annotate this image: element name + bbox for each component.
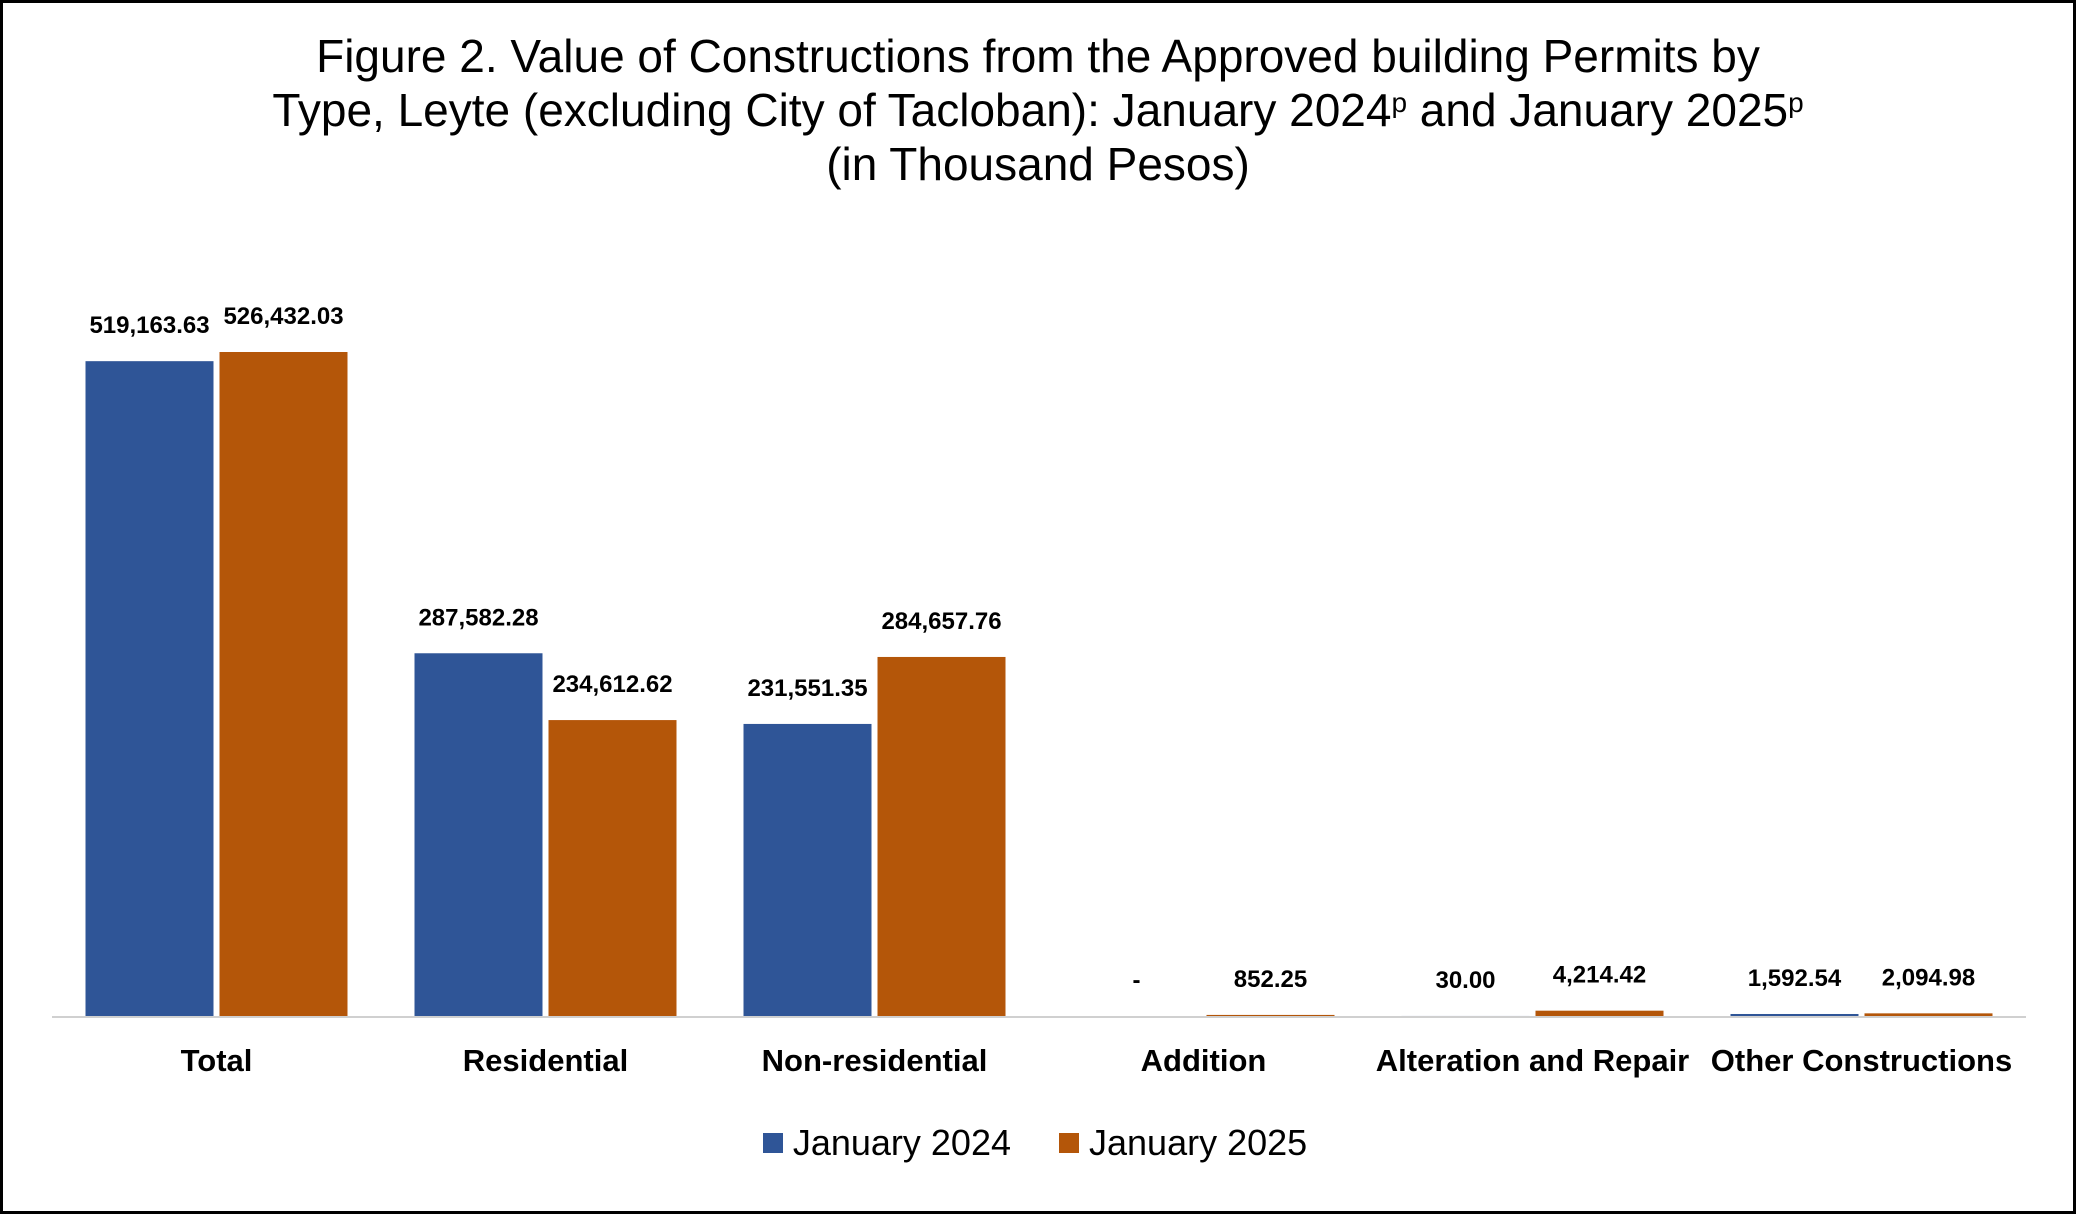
bar-other-constructions-january-2025 — [1864, 1013, 1993, 1016]
data-label-other-constructions-january-2024: 1,592.54 — [1748, 965, 1842, 992]
data-label-total-january-2025: 526,432.03 — [223, 303, 343, 330]
bar-other-constructions-january-2024 — [1730, 1013, 1859, 1016]
category-label-addition: Addition — [1141, 1043, 1267, 1078]
data-label-total-january-2024: 519,163.63 — [89, 312, 209, 339]
data-label-residential-january-2025: 234,612.62 — [552, 671, 672, 698]
chart-title-line-2-part-2: and January 2025 — [1407, 84, 1789, 136]
data-label-residential-january-2024: 287,582.28 — [418, 604, 538, 631]
data-label-alteration-and-repair-january-2024: 30.00 — [1435, 967, 1495, 994]
bar-total-january-2025 — [219, 352, 348, 1016]
bar-non-residential-january-2025 — [877, 656, 1006, 1016]
legend-label-january-2025: January 2025 — [1089, 1122, 1308, 1163]
data-label-non-residential-january-2025: 284,657.76 — [881, 608, 1001, 635]
legend-swatch-january-2025 — [1059, 1133, 1079, 1153]
bar-addition-january-2025 — [1206, 1014, 1335, 1016]
category-label-total: Total — [181, 1043, 253, 1078]
legend-item-january-2024: January 2024 — [762, 1122, 1011, 1164]
bar-non-residential-january-2024 — [743, 723, 872, 1016]
bar-alteration-and-repair-january-2025 — [1535, 1010, 1664, 1016]
legend-item-january-2025: January 2025 — [1059, 1122, 1307, 1164]
chart-title-superscript-1: p — [1391, 87, 1408, 118]
chart-title-superscript-2: p — [1788, 87, 1804, 118]
data-label-other-constructions-january-2025: 2,094.98 — [1882, 964, 1975, 991]
data-label-non-residential-january-2024: 231,551.35 — [747, 675, 867, 702]
category-label-residential: Residential — [463, 1043, 628, 1078]
data-label-alteration-and-repair-january-2025: 4,214.42 — [1553, 962, 1646, 989]
category-label-alteration-and-repair: Alteration and Repair — [1376, 1043, 1690, 1078]
data-label-addition-january-2024: - — [1133, 967, 1141, 994]
bar-total-january-2024 — [85, 361, 214, 1016]
category-label-non-residential: Non-residential — [762, 1043, 988, 1078]
bar-residential-january-2025 — [548, 720, 677, 1016]
legend-swatch-january-2024 — [762, 1133, 783, 1153]
chart-title: Figure 2. Value of Constructions from th… — [3, 29, 2073, 191]
chart-legend: January 2024 January 2025 — [0, 1122, 2070, 1164]
chart-title-line-2: Type, Leyte (excluding City of Tacloban)… — [3, 83, 2073, 137]
data-label-addition-january-2025: 852.25 — [1234, 966, 1307, 993]
category-label-other-constructions: Other Constructions — [1711, 1043, 2012, 1078]
bar-residential-january-2024 — [414, 653, 543, 1016]
chart-title-line-2-part-1: Type, Leyte (excluding City of Tacloban)… — [272, 84, 1392, 136]
chart-title-line-1: Figure 2. Value of Constructions from th… — [316, 30, 1760, 82]
chart-title-line-3: (in Thousand Pesos) — [826, 138, 1250, 190]
legend-label-january-2024: January 2024 — [792, 1122, 1011, 1163]
